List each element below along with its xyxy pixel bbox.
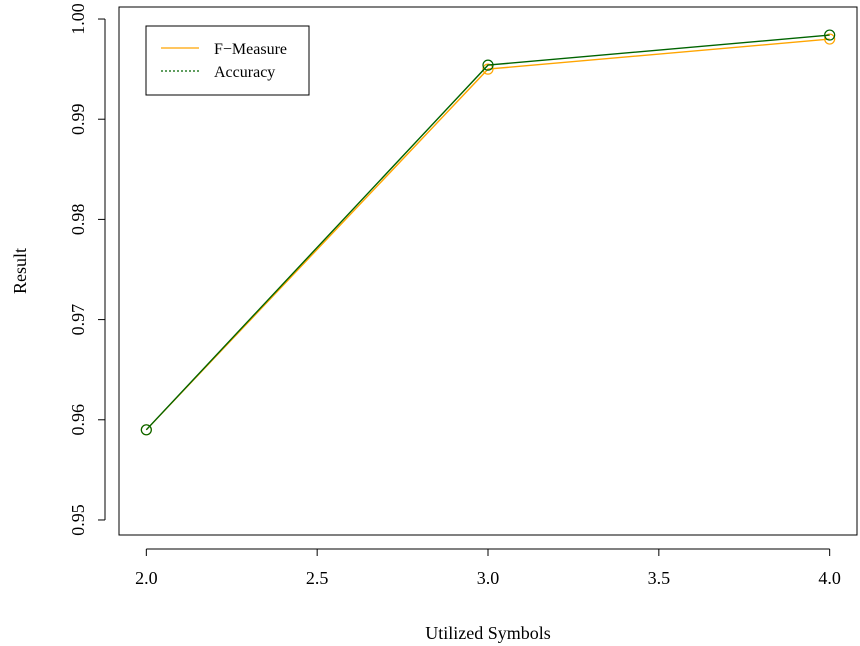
series-layer xyxy=(140,29,836,436)
series-line-accuracy xyxy=(145,34,830,431)
x-tick-label: 3.5 xyxy=(648,568,671,588)
data-point-accuracy xyxy=(824,29,836,41)
legend-label-f-measure: F−Measure xyxy=(214,41,287,58)
y-tick-label: 0.96 xyxy=(68,404,88,436)
y-tick-label: 1.00 xyxy=(68,3,88,35)
data-point-accuracy xyxy=(140,424,152,436)
series-line-f-measure xyxy=(145,38,830,431)
legend-box xyxy=(145,25,310,96)
data-point-f-measure xyxy=(482,63,494,75)
x-axis-title: Utilized Symbols xyxy=(425,623,551,643)
data-point-accuracy xyxy=(482,59,494,71)
y-tick-label: 0.97 xyxy=(68,304,88,336)
x-tick-label: 4.0 xyxy=(818,568,841,588)
x-axis: 2.0 2.5 3.0 3.5 4.0 xyxy=(135,548,841,588)
legend: F−Measure Accuracy xyxy=(145,25,310,96)
y-tick-label: 0.95 xyxy=(68,504,88,536)
y-axis: 0.95 0.96 0.97 0.98 0.99 1.00 xyxy=(68,3,106,536)
y-tick-label: 0.98 xyxy=(68,204,88,236)
y-tick-label: 0.99 xyxy=(68,103,88,135)
data-point-f-measure xyxy=(824,33,836,45)
legend-label-accuracy: Accuracy xyxy=(214,64,275,81)
plot-frame xyxy=(118,6,858,536)
x-tick-label: 2.5 xyxy=(306,568,329,588)
x-tick-label: 3.0 xyxy=(477,568,500,588)
y-axis-title: Result xyxy=(10,248,30,294)
x-tick-label: 2.0 xyxy=(135,568,158,588)
